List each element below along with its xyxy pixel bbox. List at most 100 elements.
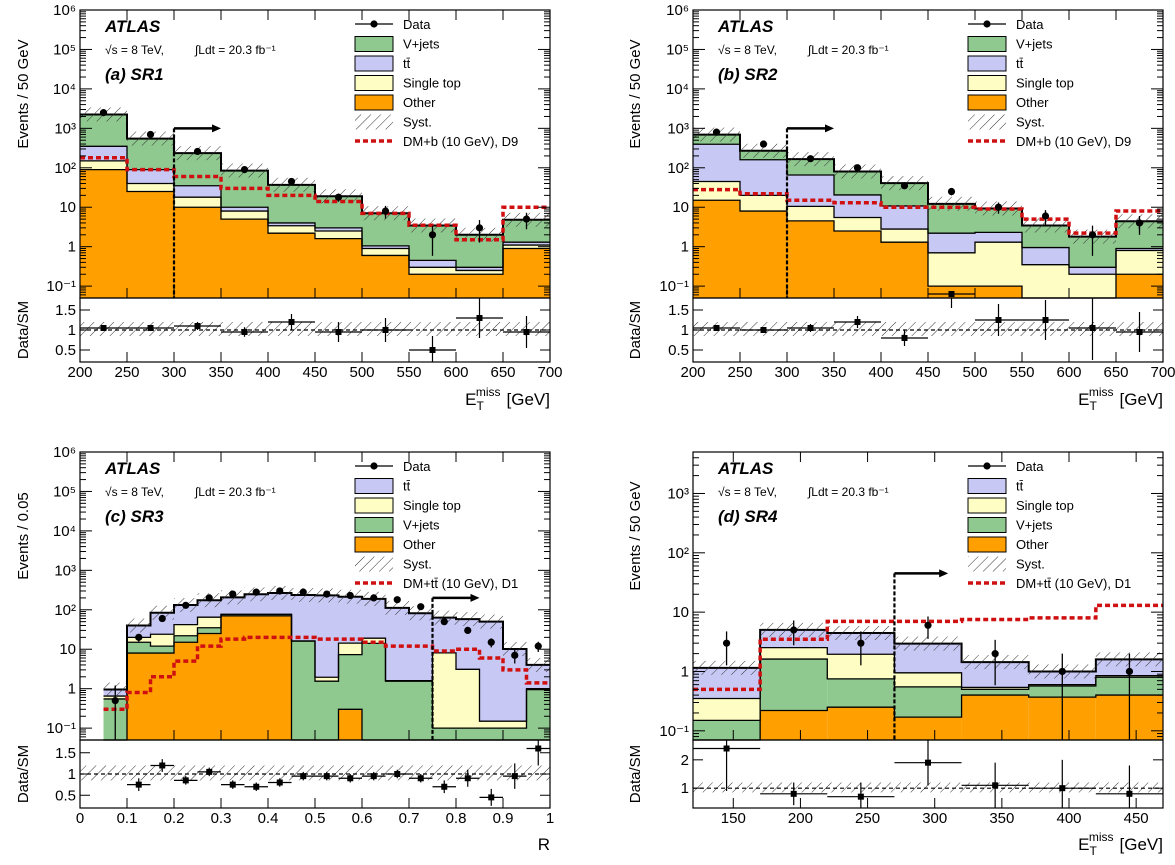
y-tick-label: 10⁻¹ bbox=[659, 723, 689, 740]
data-point bbox=[511, 651, 519, 659]
x-label-sub: T bbox=[477, 399, 485, 413]
data-point bbox=[334, 193, 343, 201]
legend-swatch-singletop bbox=[354, 497, 394, 514]
x-label-unit: [GeV] bbox=[1120, 835, 1163, 854]
legend-label: Syst. bbox=[1016, 557, 1045, 572]
ratio-point bbox=[723, 745, 730, 752]
panel-label: (a) SR1 bbox=[105, 65, 164, 84]
data-point bbox=[464, 626, 472, 635]
ratio-point bbox=[901, 335, 908, 341]
stack-bar-vjets bbox=[760, 659, 828, 711]
stack-bar-other bbox=[315, 238, 362, 298]
legend-label: Syst. bbox=[1016, 115, 1045, 130]
atlas-label: ATLAS bbox=[717, 459, 774, 478]
y-tick-label: 10³ bbox=[54, 120, 76, 137]
cut-arrow-head bbox=[212, 124, 221, 133]
y-tick-label: 10⁴ bbox=[53, 81, 76, 98]
ratio-point bbox=[1059, 785, 1066, 792]
syst-band bbox=[385, 600, 409, 615]
data-point bbox=[806, 155, 815, 163]
ratio-point bbox=[535, 745, 542, 752]
x-tick-label: 300 bbox=[922, 810, 947, 827]
stack-bar-vjets bbox=[150, 646, 174, 654]
stack-bar-other bbox=[760, 710, 828, 740]
ratio-point bbox=[417, 775, 424, 782]
x-tick-label: 0.1 bbox=[117, 810, 138, 827]
legend-label: Syst. bbox=[403, 557, 432, 572]
x-tick-label: 600 bbox=[1056, 364, 1081, 381]
data-point bbox=[346, 591, 354, 600]
stack-bar-ttbar bbox=[881, 205, 928, 230]
y-tick-label: 10² bbox=[667, 545, 689, 562]
stack-bar-singletop bbox=[150, 634, 174, 647]
x-tick-label: 1 bbox=[546, 810, 554, 827]
legend-label: Single top bbox=[403, 498, 461, 513]
syst-band bbox=[127, 618, 151, 633]
stack-bar-other bbox=[127, 653, 151, 740]
stack-bar-other bbox=[268, 233, 315, 298]
y-tick-label: 10⁻¹ bbox=[46, 278, 76, 295]
data-point bbox=[924, 621, 932, 629]
y-tick-label: 10⁻¹ bbox=[46, 720, 76, 737]
stack-bar-other bbox=[975, 286, 1022, 298]
ratio-point bbox=[347, 775, 354, 782]
stack-bar-vjets bbox=[362, 643, 386, 740]
data-point bbox=[900, 182, 909, 190]
ratio-point bbox=[760, 327, 767, 333]
stack-bar-singletop bbox=[894, 672, 962, 687]
y-tick-label: 10³ bbox=[54, 562, 76, 579]
data-point bbox=[1088, 231, 1097, 239]
ratio-panel: 0.5 1 1.5 bbox=[668, 291, 1164, 363]
stack-bar-ttbar bbox=[456, 267, 503, 271]
stack-bar-singletop bbox=[268, 225, 315, 234]
legend-syst-swatch bbox=[968, 114, 1006, 130]
stack-bar-singletop bbox=[693, 181, 740, 201]
x-tick-label: 350 bbox=[989, 810, 1014, 827]
legend-swatch-ttbar bbox=[967, 478, 1007, 494]
stack-bar-singletop bbox=[503, 721, 527, 729]
legend-label: Other bbox=[1016, 95, 1049, 110]
data-point bbox=[193, 147, 202, 156]
y-axis-label: Events / 0.05 bbox=[15, 492, 32, 580]
y-axis-label: Events / 50 GeV bbox=[15, 39, 32, 148]
y-tick-label: 1 bbox=[68, 239, 76, 256]
y-axis-label: Events / 50 GeV bbox=[627, 481, 644, 590]
x-tick-label: 450 bbox=[915, 364, 940, 381]
data-point bbox=[475, 224, 484, 232]
ratio-y-tick-label: 1 bbox=[681, 322, 689, 339]
stack-bar-other bbox=[740, 211, 787, 298]
stack-bar-singletop bbox=[503, 245, 550, 249]
stack-bar-vjets bbox=[197, 627, 221, 634]
data-point bbox=[146, 130, 155, 139]
stack-outline bbox=[103, 613, 550, 722]
y-tick-label: 1 bbox=[681, 239, 689, 256]
x-tick-label: 600 bbox=[443, 364, 468, 381]
data-point bbox=[759, 140, 768, 148]
stack-bar-ttbar bbox=[740, 159, 787, 196]
data-point bbox=[252, 588, 260, 596]
stack-bar-singletop bbox=[834, 217, 881, 231]
legend-swatch-other bbox=[354, 536, 394, 553]
signal-line bbox=[693, 603, 1163, 692]
legend-swatch-ttbar bbox=[354, 478, 394, 494]
stack-bar-singletop bbox=[1116, 250, 1163, 275]
ratio-point bbox=[511, 773, 518, 780]
ratio-y-tick-label: 0.5 bbox=[668, 342, 689, 359]
ratio-point bbox=[1136, 329, 1143, 335]
stack-bar-singletop bbox=[432, 652, 456, 729]
legend-swatch-ttbar bbox=[967, 55, 1007, 72]
ratio-point bbox=[488, 794, 495, 801]
ratio-y-axis-label: Data/SM bbox=[627, 301, 644, 359]
syst-band bbox=[693, 660, 761, 675]
stack-bar-singletop bbox=[1022, 264, 1069, 298]
stack-bar-ttbar bbox=[479, 621, 503, 722]
signal-line bbox=[103, 635, 550, 712]
data-point bbox=[276, 587, 284, 595]
syst-band bbox=[150, 605, 174, 620]
data-point bbox=[991, 650, 999, 658]
panel-label: (b) SR2 bbox=[718, 65, 778, 84]
stack-bar-other bbox=[174, 642, 198, 740]
stack-bar-vjets bbox=[961, 689, 1029, 696]
ratio-point bbox=[253, 783, 260, 790]
